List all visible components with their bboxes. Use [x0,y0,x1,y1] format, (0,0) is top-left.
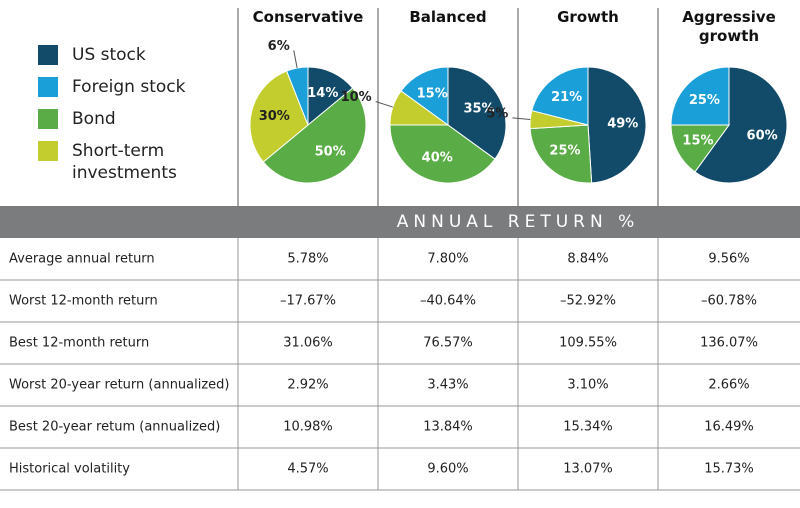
cell-value: 8.84% [567,252,608,267]
legend-item: Foreign stock [38,76,208,98]
slice-label: 49% [607,116,638,131]
legend-item: Short-term investments [38,140,208,184]
pie-slice [249,70,309,163]
cell-value: –40.64% [420,294,476,309]
cell-value: 13.84% [423,420,473,435]
cell-value: –60.78% [701,294,757,309]
slice-label: 15% [682,133,713,148]
pie-slice [694,66,788,184]
legend-item: US stock [38,44,208,66]
cell-value: 2.66% [708,378,749,393]
pie-slice [262,87,367,184]
row-label: Best 12-month return [9,336,149,351]
cell-value: 76.57% [423,336,473,351]
cell-value: 4.57% [287,462,328,477]
pie-slice [531,66,589,126]
pie-title: Growth [557,8,619,26]
slice-label: 25% [549,144,580,159]
header-band [0,206,800,238]
cell-value: 16.49% [704,420,754,435]
slice-label: 30% [259,109,290,124]
slice-label: 50% [315,144,346,159]
table-header: ANNUAL RETURN % [397,212,639,232]
legend-swatch [38,45,58,65]
pie-title: Balanced [409,8,487,26]
row-label: Best 20-year retum (annualized) [9,420,220,435]
legend-label: Foreign stock [72,77,186,97]
legend-swatch [38,141,58,161]
legend-swatch [38,77,58,97]
cell-value: 31.06% [283,336,333,351]
slice-label: 60% [747,128,778,143]
legend-item: Bond [38,108,208,130]
legend-swatch [38,109,58,129]
cell-value: –17.67% [280,294,336,309]
pie-title: Aggressive growth [682,8,776,45]
pie-slice [670,66,730,126]
pie-slice [529,124,593,184]
cell-value: 9.56% [708,252,749,267]
slice-label: 6% [268,39,290,54]
legend: US stock Foreign stock Bond Short-term inve… [38,44,208,194]
leader-line [512,117,531,121]
cell-value: 3.43% [427,378,468,393]
row-label: Historical volatility [9,462,130,477]
slice-label: 21% [551,90,582,105]
row-label: Worst 12-month return [9,294,158,309]
cell-value: 10.98% [283,420,333,435]
cell-value: 3.10% [567,378,608,393]
pie-slice [400,66,449,126]
slice-label: 5% [486,106,508,121]
cell-value: 13.07% [563,462,613,477]
slice-label: 14% [307,86,338,101]
row-label: Average annual return [9,252,155,267]
cell-value: 15.73% [704,462,754,477]
cell-value: 15.34% [563,420,613,435]
pie-slice [286,66,309,126]
pie-slice [307,66,354,127]
slice-label: 15% [417,86,448,101]
pie-slice [447,66,507,160]
cell-value: 5.78% [287,252,328,267]
slice-label: 25% [689,93,720,108]
leader-line [293,50,298,69]
cell-value: 136.07% [700,336,758,351]
legend-label: US stock [72,45,146,65]
leader-line [375,101,393,108]
cell-value: 109.55% [559,336,617,351]
legend-label: Short-term investments [72,141,177,183]
slice-label: 10% [341,90,372,105]
cell-value: 7.80% [427,252,468,267]
pie-slice [670,124,730,173]
pie-title: Conservative [252,8,364,26]
pie-slice [389,124,496,184]
row-label: Worst 20-year return (annualized) [9,378,230,393]
cell-value: –52.92% [560,294,616,309]
cell-value: 9.60% [427,462,468,477]
cell-value: 2.92% [287,378,328,393]
pie-slice [587,66,647,184]
legend-label: Bond [72,109,116,129]
slice-label: 40% [422,151,453,166]
slice-label: 35% [463,102,494,117]
